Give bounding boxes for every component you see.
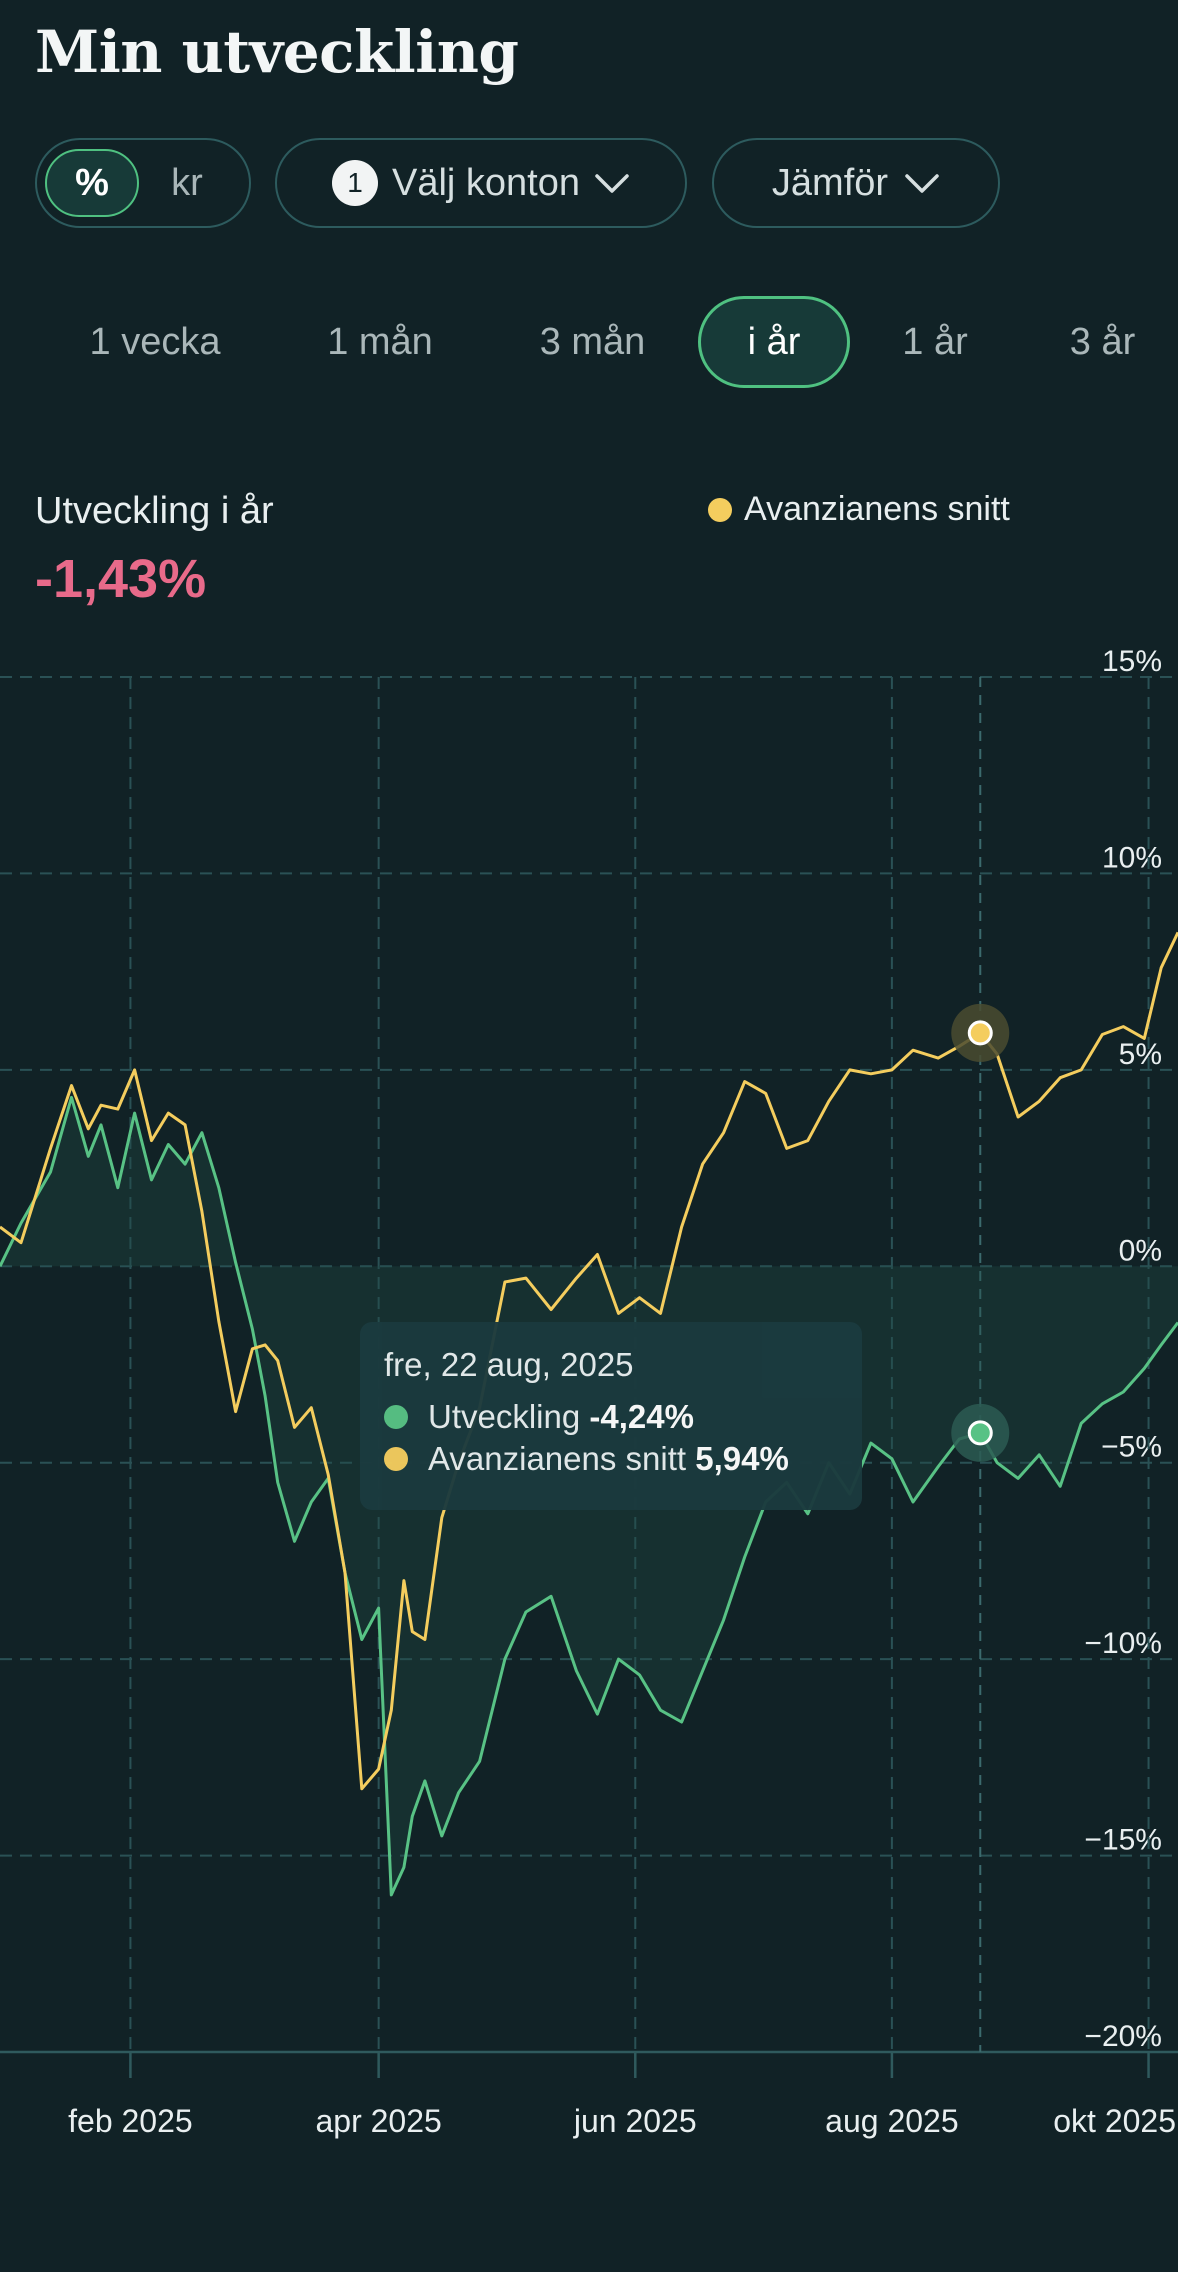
page-title: Min utveckling xyxy=(35,18,519,86)
development-label: Utveckling i år xyxy=(35,490,274,532)
y-tick-label: −15% xyxy=(1084,1824,1162,1857)
period-1-ar[interactable]: 1 år xyxy=(902,320,968,363)
tooltip-series1-label: Utveckling xyxy=(428,1398,581,1435)
x-tick-label: jun 2025 xyxy=(573,2103,697,2139)
tooltip-date: fre, 22 aug, 2025 xyxy=(384,1346,634,1383)
y-tick-label: −20% xyxy=(1084,2020,1162,2053)
unit-toggle: % kr xyxy=(35,138,251,228)
x-tick-label: okt 2025 xyxy=(1053,2103,1176,2139)
tooltip-series2-value: 5,94% xyxy=(695,1440,789,1477)
y-tick-label: −10% xyxy=(1084,1627,1162,1660)
highlight-point xyxy=(967,1020,993,1046)
tooltip-row-snitt: Avanzianens snitt 5,94% xyxy=(384,1438,838,1480)
chevron-down-icon xyxy=(595,174,629,193)
period-selector: 1 vecka 1 mån 3 mån i år 1 år 3 år xyxy=(0,296,1178,388)
y-tick-label: 15% xyxy=(1102,645,1162,678)
tooltip-row-utveckling: Utveckling -4,24% xyxy=(384,1396,838,1438)
tooltip-dot-utveckling xyxy=(384,1405,408,1429)
x-tick-label: aug 2025 xyxy=(825,2103,958,2139)
y-tick-label: 5% xyxy=(1119,1038,1162,1071)
period-1-man[interactable]: 1 mån xyxy=(327,320,433,363)
period-3-man[interactable]: 3 mån xyxy=(539,320,646,363)
tooltip-series2-label: Avanzianens snitt xyxy=(428,1440,687,1477)
select-accounts-label: Välj konton xyxy=(391,161,580,204)
tooltip-dot-snitt xyxy=(384,1447,408,1471)
legend-dot xyxy=(708,497,732,522)
compare-label: Jämför xyxy=(771,161,889,204)
x-tick-label: feb 2025 xyxy=(68,2103,193,2139)
unit-option-percent[interactable]: % xyxy=(45,149,139,217)
x-tick-label: apr 2025 xyxy=(315,2103,441,2139)
tooltip-series1-value: -4,24% xyxy=(589,1398,694,1435)
chart-legend: Avanzianens snitt xyxy=(708,490,1010,529)
chart-tooltip: fre, 22 aug, 2025 Utveckling -4,24% Avan… xyxy=(360,1322,862,1510)
highlight-point xyxy=(967,1420,993,1446)
unit-option-kr[interactable]: kr xyxy=(171,161,203,204)
period-i-ar[interactable]: i år xyxy=(698,296,850,388)
y-tick-label: −5% xyxy=(1101,1431,1162,1464)
period-1-vecka[interactable]: 1 vecka xyxy=(89,320,221,363)
chevron-down-icon xyxy=(905,174,939,193)
compare-button[interactable]: Jämför xyxy=(712,138,1000,228)
y-tick-label: 10% xyxy=(1102,841,1162,874)
select-accounts-button[interactable]: 1 Välj konton xyxy=(275,138,687,228)
accounts-count-badge: 1 xyxy=(331,160,378,206)
period-3-ar[interactable]: 3 år xyxy=(1069,320,1136,363)
legend-label: Avanzianens snitt xyxy=(744,490,1010,528)
y-tick-label: 0% xyxy=(1119,1234,1162,1267)
development-value: -1,43% xyxy=(35,549,207,609)
